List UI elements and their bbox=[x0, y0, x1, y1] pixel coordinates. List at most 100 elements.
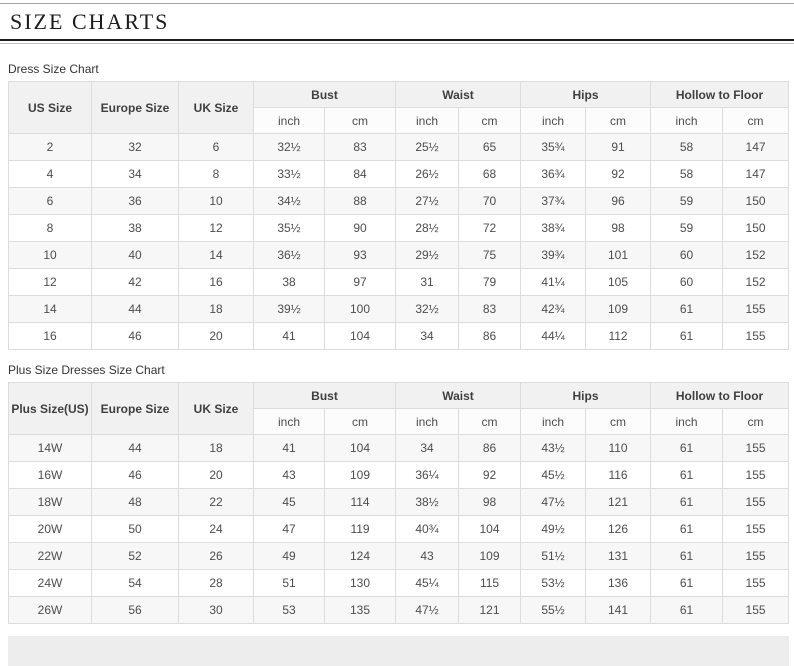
table-cell: 155 bbox=[722, 434, 790, 463]
table-cell: 14 bbox=[8, 295, 92, 324]
table-cell: 12 bbox=[8, 268, 92, 297]
table-cell: 47½ bbox=[520, 488, 587, 517]
table-row: 16 46 20 41 104 34 86 44¼ 112 61 155 bbox=[8, 322, 790, 351]
table-cell: 93 bbox=[323, 241, 397, 270]
table-row: 16W 46 20 43 109 36¼ 92 45½ 116 61 155 bbox=[8, 461, 790, 490]
table-cell: 36 bbox=[91, 187, 179, 216]
table-cell: 90 bbox=[323, 214, 397, 243]
table-row: 6 36 10 34½ 88 27½ 70 37¾ 96 59 150 bbox=[8, 187, 790, 216]
table-cell: 61 bbox=[650, 569, 724, 598]
table-cell: 37¾ bbox=[520, 187, 587, 216]
column-header-waist: Waist bbox=[395, 81, 522, 109]
table-cell: 47½ bbox=[395, 596, 460, 625]
table-cell: 16 bbox=[8, 322, 92, 351]
table-cell: 43½ bbox=[520, 434, 587, 463]
table-cell: 116 bbox=[585, 461, 652, 490]
column-header-waist: Waist bbox=[395, 382, 522, 410]
table-cell: 6 bbox=[178, 133, 254, 162]
table-cell: 124 bbox=[323, 542, 397, 571]
table-cell: 41 bbox=[253, 322, 325, 351]
table-cell: 42¾ bbox=[520, 295, 587, 324]
table-cell: 18W bbox=[8, 488, 92, 517]
table-cell: 45¼ bbox=[395, 569, 460, 598]
unit-header-cm: cm bbox=[323, 107, 397, 135]
column-header-hollow-to-floor: Hollow to Floor bbox=[650, 81, 790, 109]
unit-header-inch: inch bbox=[395, 107, 460, 135]
top-hairline bbox=[0, 3, 794, 4]
table-cell: 86 bbox=[458, 434, 522, 463]
table-cell: 18 bbox=[178, 434, 254, 463]
unit-header-cm: cm bbox=[722, 408, 790, 436]
table-cell: 92 bbox=[458, 461, 522, 490]
table-cell: 36¼ bbox=[395, 461, 460, 490]
unit-header-cm: cm bbox=[722, 107, 790, 135]
table-cell: 109 bbox=[458, 542, 522, 571]
table-cell: 91 bbox=[585, 133, 652, 162]
table-cell: 39¾ bbox=[520, 241, 587, 270]
table-cell: 36¾ bbox=[520, 160, 587, 189]
table-cell: 36½ bbox=[253, 241, 325, 270]
table-cell: 61 bbox=[650, 542, 724, 571]
table-cell: 30 bbox=[178, 596, 254, 625]
table-cell: 119 bbox=[323, 515, 397, 544]
table-cell: 24 bbox=[178, 515, 254, 544]
table-cell: 34 bbox=[395, 322, 460, 351]
table-cell: 97 bbox=[323, 268, 397, 297]
table-cell: 26W bbox=[8, 596, 92, 625]
table-cell: 155 bbox=[722, 295, 790, 324]
unit-header-cm: cm bbox=[458, 107, 522, 135]
table-cell: 155 bbox=[722, 515, 790, 544]
table-cell: 39½ bbox=[253, 295, 325, 324]
table-cell: 98 bbox=[585, 214, 652, 243]
column-header-europe-size: Europe Size bbox=[91, 81, 179, 135]
unit-header-inch: inch bbox=[253, 408, 325, 436]
table-cell: 53½ bbox=[520, 569, 587, 598]
table-cell: 121 bbox=[458, 596, 522, 625]
table-cell: 12 bbox=[178, 214, 254, 243]
column-header-bust: Bust bbox=[252, 382, 397, 410]
table-cell: 115 bbox=[458, 569, 522, 598]
table-cell: 52 bbox=[91, 542, 179, 571]
table-cell: 44 bbox=[91, 295, 179, 324]
table-cell: 34½ bbox=[253, 187, 325, 216]
table-cell: 26 bbox=[178, 542, 254, 571]
table-cell: 50 bbox=[91, 515, 179, 544]
table-cell: 46 bbox=[91, 461, 179, 490]
table-cell: 45 bbox=[253, 488, 325, 517]
table-cell: 43 bbox=[253, 461, 325, 490]
table-cell: 46 bbox=[91, 322, 179, 351]
table-cell: 51½ bbox=[520, 542, 587, 571]
table-cell: 45½ bbox=[520, 461, 587, 490]
table-cell: 40¾ bbox=[395, 515, 460, 544]
table-cell: 48 bbox=[91, 488, 179, 517]
table-cell: 101 bbox=[585, 241, 652, 270]
table-cell: 68 bbox=[458, 160, 522, 189]
table-cell: 61 bbox=[650, 322, 724, 351]
table-cell: 155 bbox=[722, 322, 790, 351]
table-cell: 58 bbox=[650, 160, 724, 189]
table-cell: 18 bbox=[178, 295, 254, 324]
unit-header-inch: inch bbox=[650, 107, 724, 135]
column-header-uk-size: UK Size bbox=[178, 81, 254, 135]
table-cell: 42 bbox=[91, 268, 179, 297]
table-cell: 79 bbox=[458, 268, 522, 297]
table-cell: 105 bbox=[585, 268, 652, 297]
table-row: 8 38 12 35½ 90 28½ 72 38¾ 98 59 150 bbox=[8, 214, 790, 243]
table-cell: 136 bbox=[585, 569, 652, 598]
dress-size-table: US Size Europe Size UK Size Bust Waist H… bbox=[8, 81, 790, 351]
table-caption-plus-size: Plus Size Dresses Size Chart bbox=[8, 363, 165, 378]
unit-header-cm: cm bbox=[323, 408, 397, 436]
table-cell: 147 bbox=[722, 160, 790, 189]
table-cell: 152 bbox=[722, 268, 790, 297]
table-row: 12 42 16 38 97 31 79 41¼ 105 60 152 bbox=[8, 268, 790, 297]
table-cell: 121 bbox=[585, 488, 652, 517]
table-cell: 28 bbox=[178, 569, 254, 598]
table-cell: 20 bbox=[178, 322, 254, 351]
unit-header-inch: inch bbox=[520, 408, 587, 436]
table-cell: 35½ bbox=[253, 214, 325, 243]
unit-header-cm: cm bbox=[585, 107, 652, 135]
column-header-us-size: US Size bbox=[8, 81, 92, 135]
table-cell: 70 bbox=[458, 187, 522, 216]
table-cell: 24W bbox=[8, 569, 92, 598]
table-cell: 59 bbox=[650, 214, 724, 243]
